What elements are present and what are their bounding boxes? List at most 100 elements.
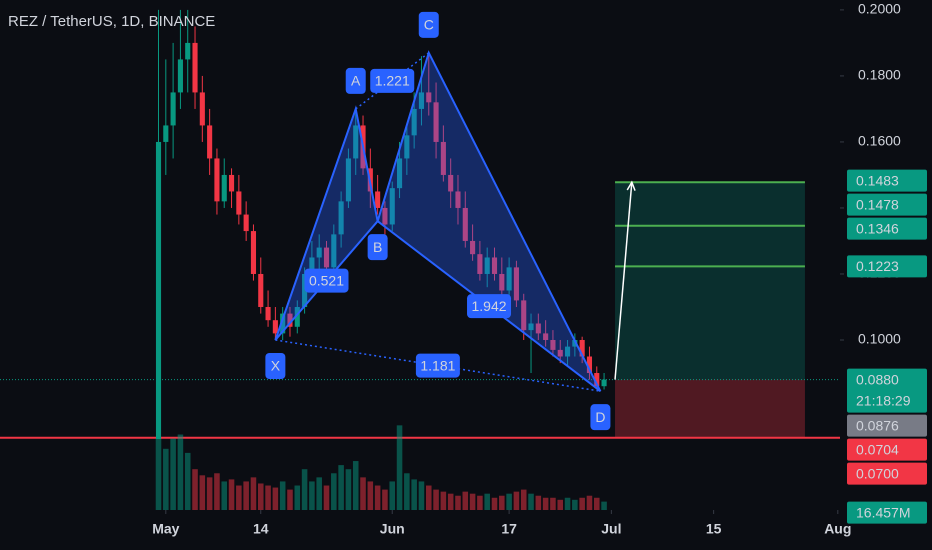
candle-body	[572, 340, 578, 347]
candle-body	[353, 125, 359, 159]
y-tick-label: 0.2000	[858, 1, 901, 17]
candle-body	[199, 92, 205, 126]
volume-bar	[170, 438, 176, 510]
volume-bar	[279, 481, 286, 510]
x-tick-label: 14	[253, 521, 269, 537]
candle-body	[535, 323, 541, 334]
candle-body	[506, 267, 512, 291]
candle-body	[470, 240, 476, 255]
price-label: 0.0704	[856, 441, 899, 457]
price-label-box	[847, 217, 927, 240]
volume-bar	[425, 485, 432, 510]
volume-bar	[257, 483, 264, 510]
candle-body	[426, 92, 432, 103]
candle-body	[440, 141, 446, 175]
volume-bar	[418, 481, 425, 510]
candle-body	[404, 135, 410, 159]
plot: 0.521 1.221 1.942 1.181 X A B C D	[0, 9, 840, 510]
candle-body	[477, 254, 483, 274]
volume-bar	[228, 479, 235, 510]
candle-body	[331, 234, 337, 268]
candle-body	[250, 231, 257, 274]
candle-body	[345, 158, 351, 202]
candle-body	[294, 306, 300, 327]
volume-label-box	[847, 501, 927, 524]
volume-bar	[396, 425, 403, 510]
candle-body	[309, 257, 315, 274]
volume-bar	[272, 487, 279, 510]
x-tick-label: 17	[501, 521, 517, 537]
volume-bar	[484, 493, 490, 510]
candle-body	[411, 108, 417, 136]
volume-bar	[360, 477, 366, 510]
y-tick-label: 0.1800	[858, 67, 901, 83]
volume-bar	[520, 489, 527, 510]
volume-bar	[557, 499, 564, 510]
candle-body	[236, 191, 242, 215]
candle-body	[491, 257, 498, 274]
candle-body	[272, 320, 278, 334]
x-tick-label: Jul	[601, 521, 621, 537]
candle-body	[155, 141, 162, 440]
candle-body	[389, 188, 395, 225]
price-label: 0.0880	[856, 371, 899, 387]
volume-bar	[155, 438, 162, 510]
candle-body	[338, 201, 344, 235]
candle-body	[396, 158, 403, 189]
candle-body	[185, 42, 191, 60]
volume-bar	[163, 448, 169, 510]
volume-bar	[177, 434, 184, 510]
point-box	[345, 67, 366, 94]
x-tick-label: May	[152, 521, 179, 537]
ratio-box	[304, 268, 349, 293]
price-label: 0.0876	[856, 417, 899, 433]
candle-body	[316, 247, 322, 258]
candle-body	[214, 158, 220, 202]
price-label: 0.1346	[856, 220, 899, 236]
chart-title: REZ / TetherUS, 1D, BINANCE	[8, 13, 215, 30]
point-box	[367, 234, 388, 261]
volume-bar	[192, 469, 198, 510]
candle-body	[455, 191, 461, 208]
volume-bar	[477, 495, 483, 510]
volume-bar	[491, 497, 498, 510]
stop-zone	[615, 379, 805, 438]
volume-bar	[564, 497, 571, 510]
price-label-box	[847, 255, 927, 278]
candle-body	[375, 191, 381, 208]
volume-bar	[345, 469, 352, 510]
candle-body	[170, 92, 176, 126]
volume-bar	[411, 479, 417, 510]
volume-bar	[593, 497, 600, 510]
candle-body	[550, 340, 556, 350]
volume-bar	[374, 485, 381, 510]
ratio-box	[467, 294, 512, 319]
candle-body	[265, 306, 271, 321]
volume-bar	[352, 461, 359, 510]
point-label: X	[271, 358, 281, 374]
candle-body	[228, 174, 235, 192]
price-label: 0.1478	[856, 196, 899, 212]
volume-bar	[265, 485, 271, 510]
volume-bar	[287, 489, 293, 510]
candle-body	[418, 92, 425, 109]
volume-bar	[433, 489, 439, 510]
point-label: D	[595, 409, 605, 425]
candle-body	[221, 174, 227, 202]
volume-bar	[294, 485, 301, 510]
candle-body	[601, 379, 607, 387]
candle-body	[528, 323, 534, 331]
ratio-label: 1.942	[472, 298, 507, 314]
ratio-box	[415, 353, 460, 378]
volume-bar	[469, 493, 476, 510]
candle-body	[557, 349, 563, 357]
candle-body	[543, 333, 549, 340]
candle-body	[586, 356, 593, 374]
candle-body	[484, 257, 490, 274]
point-box	[265, 353, 286, 379]
x-tick-label: Aug	[824, 521, 851, 537]
volume-bar	[389, 481, 396, 510]
candle-body	[433, 102, 439, 142]
volume-bar	[301, 469, 308, 510]
